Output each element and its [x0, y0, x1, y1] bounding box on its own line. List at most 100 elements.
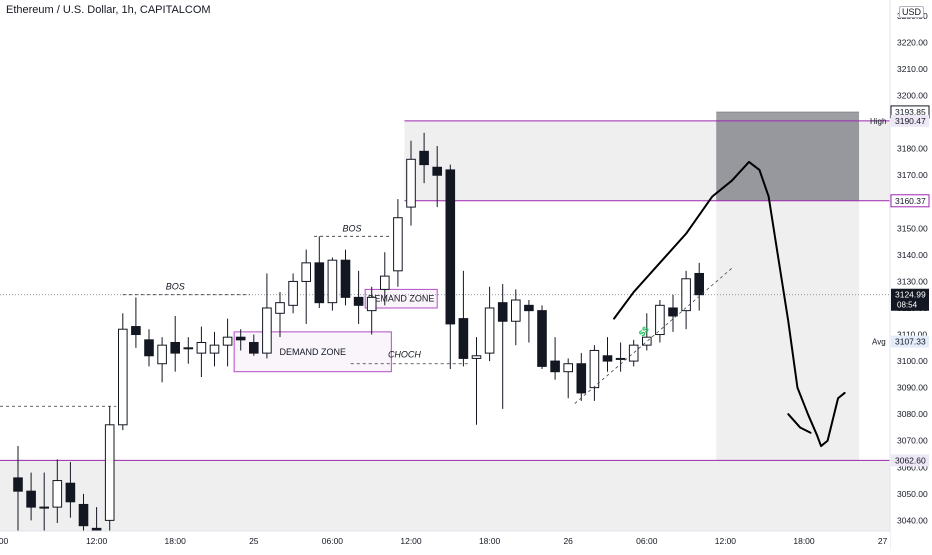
candle-bear: [497, 302, 508, 322]
price-tick: 3080.00: [897, 409, 928, 419]
candle-bull: [563, 363, 574, 373]
trendline: [574, 267, 733, 404]
candle-bear: [26, 490, 36, 508]
high-tag: [891, 114, 929, 127]
price-tick: 3060.00: [897, 462, 928, 472]
candle-bear: [602, 355, 613, 362]
time-tick: :00: [0, 536, 8, 546]
candle-bear: [445, 169, 456, 325]
structure-label: BOS: [166, 282, 185, 292]
candle-bull: [104, 424, 115, 521]
drawn-projection-path: [613, 160, 846, 448]
price-tick: 3090.00: [897, 383, 928, 393]
time-tick: 18:00: [165, 536, 187, 546]
candle-bear: [235, 336, 246, 341]
price-tick: 3140.00: [897, 250, 928, 260]
structure-label: CHOCH: [388, 350, 421, 360]
candle-bear: [13, 477, 23, 492]
drawn-projection-stroke: [787, 413, 812, 434]
level-tag-text: 3193.85: [895, 107, 926, 117]
candle-bull: [52, 480, 63, 508]
candle-bear: [537, 310, 547, 367]
target-zone: [716, 111, 860, 201]
candle-bear: [314, 262, 325, 304]
candle-bear: [668, 307, 678, 317]
time-tick: 06:00: [636, 536, 658, 546]
candle-bear: [524, 304, 534, 312]
level-tag-text: 3160.37: [895, 196, 926, 206]
time-tick: 26: [563, 536, 573, 546]
candle-bear: [131, 326, 141, 336]
candle-bull: [393, 217, 403, 272]
countdown-text: 08:54: [897, 301, 918, 310]
time-tick: 06:00: [322, 536, 344, 546]
candle-bull: [471, 355, 482, 359]
current-price-tag: [891, 288, 929, 311]
price-tick: 3050.00: [897, 489, 928, 499]
candle-bull: [39, 506, 50, 509]
price-tick: 3220.00: [897, 37, 928, 47]
candle-bull: [380, 275, 390, 290]
candle-bull: [157, 344, 167, 365]
candle-bull: [406, 158, 416, 208]
demand-zone: [364, 288, 438, 309]
time-tick: 25: [249, 536, 259, 546]
candle-bear: [170, 341, 180, 354]
time-tick: 18:00: [479, 536, 501, 546]
price-tick: 3170.00: [897, 170, 928, 180]
price-tick: 3180.00: [897, 144, 928, 154]
price-tick: 3150.00: [897, 223, 928, 233]
level-tag: [890, 194, 930, 208]
candle-bull: [301, 262, 311, 282]
candle-bear: [144, 339, 154, 357]
support-tag: [891, 454, 929, 467]
candle-bull: [327, 259, 338, 304]
candle-bull: [681, 278, 691, 312]
price-tick: 3130.00: [897, 276, 928, 286]
candle-bull: [209, 344, 220, 354]
avg-tag: [891, 335, 929, 348]
high-label: High: [870, 117, 886, 126]
time-tick: 12:00: [715, 536, 737, 546]
candle-bull: [655, 304, 665, 336]
price-tick: 3040.00: [897, 515, 928, 525]
price-tick: 3100.00: [897, 356, 928, 366]
candle-bull: [183, 347, 194, 350]
current-price-text: 3124.99: [895, 290, 926, 300]
candle-bear: [65, 482, 76, 503]
candle-bull: [642, 336, 652, 346]
candle-bull: [628, 344, 639, 362]
candle-bull: [511, 299, 521, 322]
structure-label: BOS: [343, 223, 362, 233]
avg-tag-text: 3107.33: [895, 337, 926, 347]
candle-bear: [432, 166, 442, 176]
price-tick: 3070.00: [897, 436, 928, 446]
high-tag-text: 3190.47: [895, 116, 926, 126]
candle-bull: [366, 296, 377, 312]
time-tick: 12:00: [86, 536, 108, 546]
candle-bear: [419, 150, 429, 166]
candle-bull: [262, 307, 272, 354]
price-tick: 3110.00: [897, 330, 927, 340]
currency-label[interactable]: USD: [898, 6, 924, 18]
candle-bear: [78, 503, 89, 527]
candle-bear: [340, 259, 351, 298]
chart-title: Ethereum / U.S. Dollar, 1h, CAPITALCOM: [6, 4, 211, 16]
candle-bear: [458, 318, 469, 359]
candle-bear: [576, 363, 587, 394]
candle-bear: [353, 296, 364, 306]
candle-bear: [550, 360, 560, 373]
avg-label: Avg: [872, 338, 886, 347]
time-axis: [0, 531, 890, 550]
demand-zone-label: DEMAND ZONE: [368, 294, 435, 304]
support-zone: [0, 460, 890, 531]
candle-bull: [118, 328, 128, 426]
time-tick: 18:00: [793, 536, 815, 546]
candle-bear: [249, 341, 259, 354]
price-tick: 3200.00: [897, 91, 928, 101]
candle-bull: [288, 280, 298, 306]
time-tick: 27: [878, 536, 888, 546]
price-tick: 3210.00: [897, 64, 928, 74]
